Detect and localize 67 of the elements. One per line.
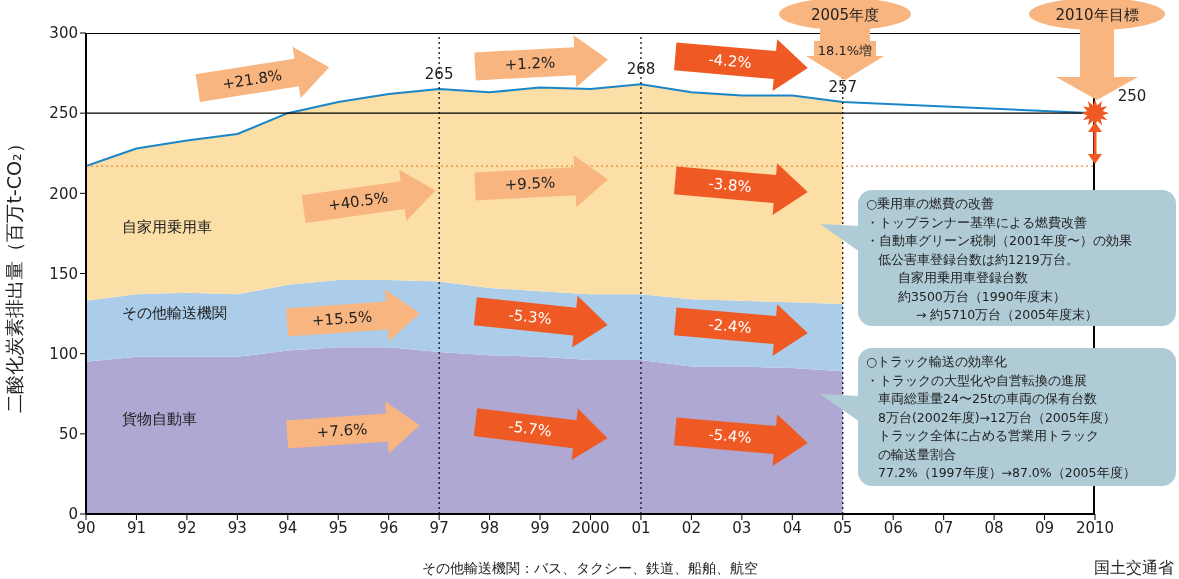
annotation: の輸送量割合 (878, 446, 956, 462)
x-tick-label: 99 (530, 518, 550, 537)
annotation: -5.7% (507, 417, 553, 441)
y-axis-title: 二酸化炭素排出量（百万t-CO₂） (2, 134, 25, 413)
x-tick-label: 94 (278, 518, 298, 537)
x-tick-label: 93 (227, 518, 247, 537)
x-tick-label: 01 (631, 518, 651, 537)
annotation: -4.2% (707, 50, 753, 72)
annotation: トラック全体に占める営業用トラック (878, 428, 1099, 443)
x-tick-label: 06 (883, 518, 903, 537)
annotation: +1.2% (504, 53, 556, 74)
annotation: ・トップランナー基準による燃費改善 (866, 214, 1087, 230)
x-tick-label: 05 (833, 518, 853, 537)
x-tick-label: 02 (681, 518, 701, 537)
annotation: 車両総重量24〜25tの車両の保有台数 (878, 391, 1097, 406)
x-tick-label: 91 (126, 518, 146, 537)
text: その他輸送機関：バス、タクシー、鉄道、船舶、航空 (422, 560, 758, 576)
y-tick-label: 250 (49, 104, 78, 123)
data-label: 257 (828, 77, 858, 96)
series-label: その他輸送機関 (122, 304, 227, 322)
annotation: +15.5% (311, 307, 373, 330)
x-tick-label: 03 (732, 518, 752, 537)
x-tick-label: 98 (480, 518, 500, 537)
text: 国土交通省 (1094, 558, 1174, 577)
x-tick-label: 90 (76, 518, 96, 537)
annotation: 18.1%増 (817, 43, 873, 58)
annotation: 自家用乗用車登録台数 (898, 270, 1028, 285)
series-label: 貨物自動車 (122, 410, 197, 428)
x-tick-label: 04 (782, 518, 802, 537)
annotation: ・トラックの大型化や自営転換の進展 (866, 372, 1087, 388)
annotation: +40.5% (327, 188, 390, 215)
text: 2005年度 (810, 6, 880, 24)
annotation: 低公害車登録台数は約1219万台。 (878, 251, 1079, 267)
x-tick-label: 07 (934, 518, 954, 537)
text: 2010年目標 (1055, 6, 1139, 24)
data-label: 268 (626, 60, 656, 79)
annotation: +7.6% (316, 419, 368, 442)
y-tick-label: 300 (49, 24, 78, 43)
y-tick-label: 0 (68, 505, 78, 524)
data-label: 265 (424, 65, 454, 84)
y-tick-label: 200 (49, 184, 78, 203)
annotation: 約3500万台（1990年度末） (898, 288, 1066, 304)
annotation: -5.4% (707, 425, 753, 447)
annotation: +21.8% (220, 65, 284, 94)
x-tick-label: 92 (177, 518, 197, 537)
x-tick-label: 97 (429, 518, 449, 537)
annotation: ○トラック輸送の効率化 (866, 354, 1007, 369)
annotation: +9.5% (504, 173, 556, 194)
data-label: 250 (1117, 87, 1147, 106)
x-tick-label: 2000 (571, 518, 610, 537)
annotation: ○乗用車の燃費の改善 (866, 196, 994, 211)
x-tick-label: 2010 (1075, 518, 1115, 537)
y-tick-label: 100 (49, 344, 78, 363)
x-tick-label: 96 (379, 518, 399, 537)
annotation: -3.8% (707, 174, 753, 196)
series-label: 自家用乗用車 (122, 218, 212, 236)
x-tick-label: 08 (984, 518, 1004, 537)
annotation: -2.4% (707, 315, 753, 337)
annotation: → 約5710万台（2005年度末） (916, 307, 1099, 322)
annotation: ・自動車グリーン税制（2001年度〜）の効果 (866, 233, 1132, 248)
annotation: 8万台(2002年度)→12万台（2005年度） (878, 409, 1116, 425)
x-tick-label: 09 (1035, 518, 1055, 537)
annotation: 77.2%（1997年度）→87.0%（2005年度） (878, 465, 1136, 480)
annotation: -5.3% (507, 305, 553, 329)
y-tick-label: 150 (49, 264, 78, 283)
x-tick-label: 95 (328, 518, 348, 537)
y-tick-label: 50 (58, 425, 78, 444)
